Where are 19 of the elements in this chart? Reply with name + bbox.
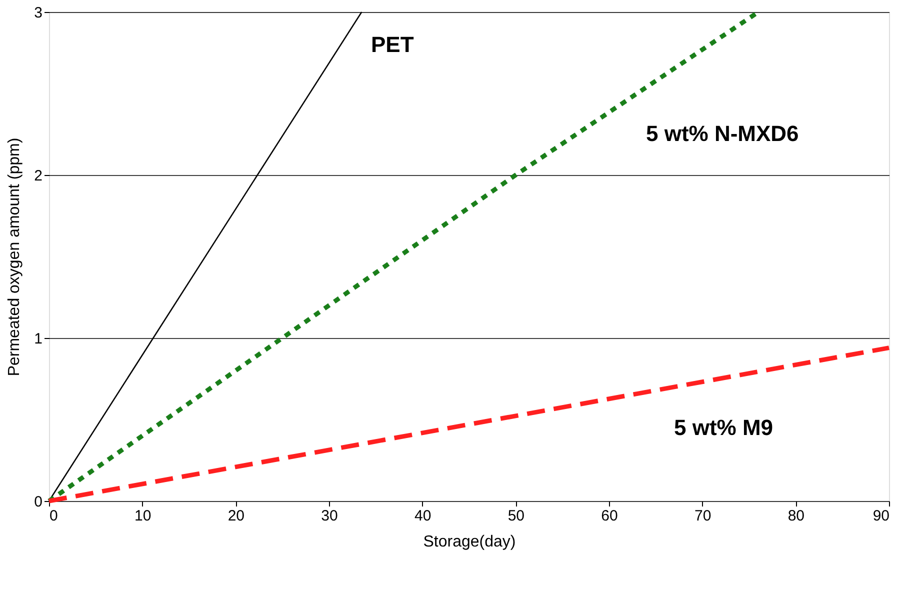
y-tick-label: 0 [34,494,42,510]
x-tick-label: 90 [872,508,890,524]
x-tick-label: 20 [228,508,245,524]
x-axis-title: Storage(day) [423,534,516,550]
series-label: 5 wt% M9 [674,415,774,440]
x-tick-label: 0 [50,508,58,524]
y-axis-title: Permeated oxygen amount (ppm) [6,138,24,376]
x-tick-label: 40 [414,508,432,524]
x-tick-label: 50 [508,508,525,524]
series-label: PET [371,32,414,57]
y-tick-label: 2 [34,168,42,184]
x-tick-label: 80 [788,508,805,524]
series-label: 5 wt% N-MXD6 [646,121,799,146]
y-tick-label: 1 [34,330,42,348]
y-tick-label: 3 [34,4,42,22]
x-tick-label: 30 [321,508,338,524]
x-tick-label: 60 [601,508,618,524]
x-tick-label: 10 [134,508,152,524]
x-tick-label: 70 [694,508,712,524]
